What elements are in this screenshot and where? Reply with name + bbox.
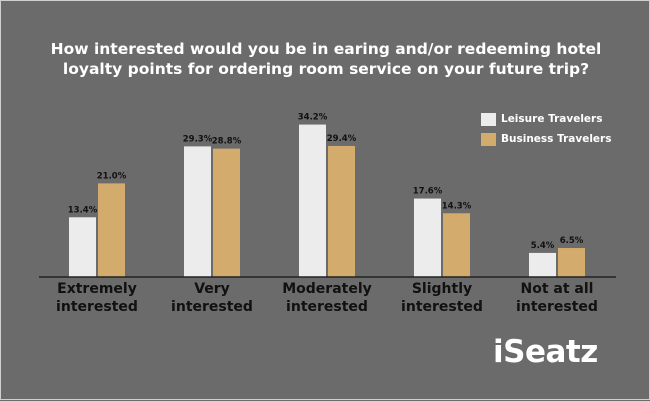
legend-item-business: Business Travelers [481,129,611,149]
category-label: Not at all [521,281,594,297]
bar-business-0 [98,183,125,277]
category-label: Very [194,281,230,297]
bar-leisure-0 [69,217,96,277]
chart-title: How interested would you be in earing an… [50,40,602,78]
category-label: interested [171,299,253,315]
chart-legend: Leisure Travelers Business Travelers [481,109,611,149]
legend-item-leisure: Leisure Travelers [481,109,611,129]
legend-swatch [481,132,496,146]
category-label: Extremely [57,281,137,297]
data-label: 6.5% [560,236,584,246]
bar-business-2 [328,145,355,277]
category-label: interested [286,299,368,315]
data-label: 21.0% [97,171,127,181]
data-label: 5.4% [531,241,555,251]
category-label: Moderately [282,281,372,297]
bar-leisure-1 [184,146,211,277]
data-label: 29.3% [183,134,213,144]
bar-leisure-2 [299,124,326,278]
data-label: 28.8% [212,137,242,147]
data-label: 34.2% [298,113,328,123]
category-label: Slightly [412,281,472,297]
category-label: interested [516,299,598,315]
bar-business-3 [443,213,470,277]
iseatz-logo: iSeatz [493,334,598,370]
category-label: interested [56,299,138,315]
legend-label: Business Travelers [501,133,612,145]
data-label: 14.3% [442,201,472,211]
legend-swatch [481,112,496,126]
bar-business-1 [213,148,240,277]
category-label: interested [401,299,483,315]
bar-leisure-4 [529,252,556,277]
data-label: 17.6% [413,187,443,197]
data-label: 13.4% [68,205,98,215]
bar-leisure-3 [414,198,441,277]
legend-label: Leisure Travelers [501,113,603,125]
bar-business-4 [558,248,585,277]
data-label: 29.4% [327,134,357,144]
